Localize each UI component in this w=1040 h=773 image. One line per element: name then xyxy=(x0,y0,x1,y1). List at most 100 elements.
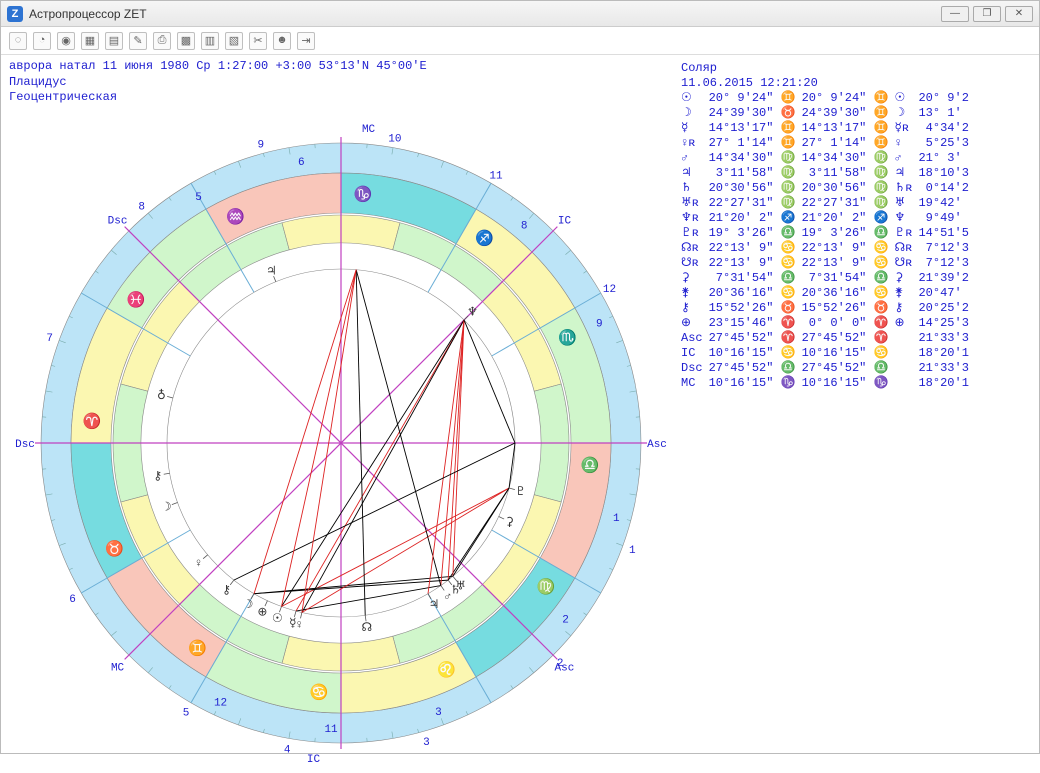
panel-datetime: 11.06.2015 12:21:20 xyxy=(681,76,1033,91)
table-row: ☉20° 9'24" ♊20° 9'24" ♊☉20° 9'2 xyxy=(681,91,975,106)
svg-text:9: 9 xyxy=(596,319,603,331)
svg-text:10: 10 xyxy=(388,134,401,146)
svg-text:♓: ♓ xyxy=(127,291,146,310)
svg-text:♆: ♆ xyxy=(467,305,478,319)
min-button[interactable]: — xyxy=(941,6,969,22)
svg-text:⚷: ⚷ xyxy=(153,469,162,483)
table-row: ⚷15°52'26" ♉15°52'26" ♉⚷20°25'2 xyxy=(681,301,975,316)
svg-text:☽: ☽ xyxy=(243,598,254,612)
svg-text:♋: ♋ xyxy=(310,683,329,702)
table-row: ☊ʀ22°13' 9" ♋22°13' 9" ♋☊ʀ 7°12'3 xyxy=(681,241,975,256)
svg-text:8: 8 xyxy=(138,202,145,214)
titlebar: Z Астропроцессор ZET — ❐ ✕ xyxy=(1,1,1039,27)
svg-text:IC: IC xyxy=(307,754,321,766)
table-row: ♆ʀ21°20' 2" ♐21°20' 2" ♐♆ 9°49' xyxy=(681,211,975,226)
svg-text:12: 12 xyxy=(603,284,616,296)
svg-text:⚳: ⚳ xyxy=(505,516,514,530)
positions-table: ☉20° 9'24" ♊20° 9'24" ♊☉20° 9'2☽24°39'30… xyxy=(681,91,975,391)
svg-text:♅: ♅ xyxy=(455,579,466,593)
tb-list[interactable]: ▤ xyxy=(105,32,123,50)
table-row: ♅ʀ22°27'31" ♍22°27'31" ♍♅19°42' xyxy=(681,196,975,211)
svg-text:⊕: ⊕ xyxy=(257,606,267,620)
svg-text:1: 1 xyxy=(613,513,620,525)
svg-text:5: 5 xyxy=(183,707,190,719)
svg-text:♃: ♃ xyxy=(266,265,277,279)
svg-text:♏: ♏ xyxy=(558,328,577,347)
svg-text:2: 2 xyxy=(562,614,569,626)
table-row: IC10°16'15" ♋10°16'15" ♋18°20'1 xyxy=(681,346,975,361)
svg-text:♃: ♃ xyxy=(429,598,440,612)
table-row: ⊕23°15'46" ♈ 0° 0' 0" ♈⊕14°25'3 xyxy=(681,316,975,331)
chart-pane: аврора натал 11 июня 1980 Ср 1:27:00 +3:… xyxy=(1,55,677,751)
table-row: ♃ 3°11'58" ♍ 3°11'58" ♍♃18°10'3 xyxy=(681,166,975,181)
max-button[interactable]: ❐ xyxy=(973,6,1001,22)
svg-text:6: 6 xyxy=(298,157,305,169)
svg-text:♊: ♊ xyxy=(188,639,207,658)
svg-text:♐: ♐ xyxy=(475,229,494,248)
table-row: ♄20°30'56" ♍20°30'56" ♍♄ʀ 0°14'2 xyxy=(681,181,975,196)
svg-text:♍: ♍ xyxy=(536,577,555,596)
svg-text:3: 3 xyxy=(423,737,430,749)
table-row: MC10°16'15" ♑10°16'15" ♑18°20'1 xyxy=(681,376,975,391)
tb-dual[interactable]: ◉ xyxy=(57,32,75,50)
table-row: ♂14°34'30" ♍14°34'30" ♍♂21° 3' xyxy=(681,151,975,166)
hdr-line2: Плацидус xyxy=(9,75,427,91)
window-title: Астропроцессор ZET xyxy=(29,7,147,21)
table-row: ⚳ 7°31'54" ♎ 7°31'54" ♎⚳21°39'2 xyxy=(681,271,975,286)
svg-text:3: 3 xyxy=(435,707,442,719)
svg-text:2: 2 xyxy=(557,658,564,670)
tb-opt2[interactable]: ▧ xyxy=(225,32,243,50)
svg-text:⚷: ⚷ xyxy=(222,584,231,598)
svg-text:☉: ☉ xyxy=(272,612,283,626)
table-row: ☿14°13'17" ♊14°13'17" ♊☿ʀ 4°34'2 xyxy=(681,121,975,136)
tb-exit[interactable]: ⇥ xyxy=(297,32,315,50)
svg-text:8: 8 xyxy=(521,221,528,233)
hdr-line1: аврора натал 11 июня 1980 Ср 1:27:00 +3:… xyxy=(9,59,427,75)
tb-table[interactable]: ▦ xyxy=(81,32,99,50)
tb-edit[interactable]: ✎ xyxy=(129,32,147,50)
tb-save[interactable]: ⎙ xyxy=(153,32,171,50)
tb-user[interactable]: ☻ xyxy=(273,32,291,50)
svg-text:Dsc: Dsc xyxy=(108,216,128,228)
table-row: Asc27°45'52" ♈27°45'52" ♈21°33'3 xyxy=(681,331,975,346)
tb-chart[interactable]: ◔ xyxy=(33,32,51,50)
svg-text:Dsc: Dsc xyxy=(15,439,35,451)
tb-grid[interactable]: ▩ xyxy=(177,32,195,50)
svg-text:MC: MC xyxy=(362,124,376,136)
toolbar: ◌ ◔ ◉ ▦ ▤ ✎ ⎙ ▩ ▥ ▧ ✂ ☻ ⇥ xyxy=(1,27,1039,55)
svg-text:4: 4 xyxy=(284,744,291,756)
svg-text:☽: ☽ xyxy=(161,501,172,515)
table-row: ☋ʀ22°13' 9" ♋22°13' 9" ♋☋ʀ 7°12'3 xyxy=(681,256,975,271)
svg-text:♌: ♌ xyxy=(437,661,456,680)
svg-text:9: 9 xyxy=(257,140,264,152)
hdr-line3: Геоцентрическая xyxy=(9,90,427,106)
svg-text:7: 7 xyxy=(46,333,53,345)
tb-tools[interactable]: ✂ xyxy=(249,32,267,50)
table-row: Dsc27°45'52" ♎27°45'52" ♎21°33'3 xyxy=(681,361,975,376)
table-row: ♀ʀ27° 1'14" ♊27° 1'14" ♊♀ 5°25'3 xyxy=(681,136,975,151)
svg-text:♎: ♎ xyxy=(581,456,600,475)
svg-text:♒: ♒ xyxy=(226,207,245,226)
svg-text:IC: IC xyxy=(558,216,572,228)
svg-text:♀: ♀ xyxy=(296,618,303,632)
svg-text:♁: ♁ xyxy=(157,388,166,403)
astro-wheel: ♈♉♊♋♌♍♎♏♐♑♒♓☉☽⊕☿♀⚷♂♃♄♅♆♇☊⚳♁♃☽⚷♀AscDscMCI… xyxy=(11,113,671,773)
svg-text:♀: ♀ xyxy=(195,557,202,571)
table-row: ♇ʀ19° 3'26" ♎19° 3'26" ♎♇ʀ14°51'5 xyxy=(681,226,975,241)
tb-opt1[interactable]: ▥ xyxy=(201,32,219,50)
svg-text:☊: ☊ xyxy=(362,621,373,635)
svg-text:11: 11 xyxy=(324,724,338,736)
svg-text:♈: ♈ xyxy=(83,412,102,431)
svg-text:11: 11 xyxy=(489,171,503,183)
svg-text:♉: ♉ xyxy=(105,540,124,559)
table-row: ⚵20°36'16" ♋20°36'16" ♋⚵20°47' xyxy=(681,286,975,301)
svg-text:Asc: Asc xyxy=(647,439,667,451)
close-button[interactable]: ✕ xyxy=(1005,6,1033,22)
svg-text:6: 6 xyxy=(69,594,76,606)
svg-text:♑: ♑ xyxy=(353,185,372,204)
app-icon: Z xyxy=(7,6,23,22)
svg-text:♇: ♇ xyxy=(515,485,526,499)
panel-title: Соляр xyxy=(681,61,1033,76)
svg-text:12: 12 xyxy=(214,697,227,709)
tb-new[interactable]: ◌ xyxy=(9,32,27,50)
